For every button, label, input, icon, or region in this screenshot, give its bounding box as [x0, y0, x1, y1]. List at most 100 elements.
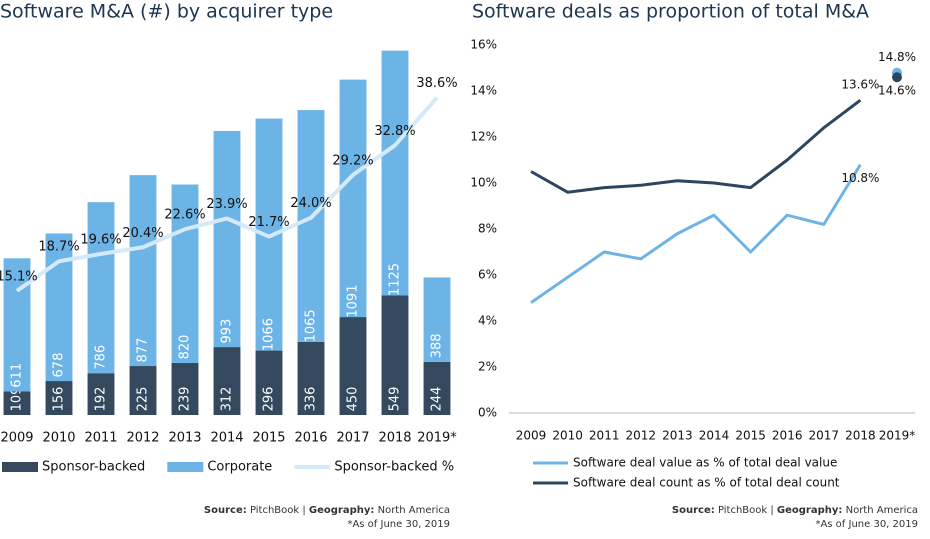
source: PitchBook |	[250, 505, 306, 516]
y-tick-label: 10%	[470, 176, 497, 190]
y-tick-label: 4%	[478, 314, 497, 328]
legend-label: Sponsor-backed %	[334, 460, 454, 475]
bar-segment	[213, 347, 241, 415]
line-value-label: 19.6%	[80, 232, 121, 247]
legend-swatch	[2, 462, 38, 472]
x-tick-label: 2009	[0, 431, 33, 446]
x-tick-label: 2014	[210, 431, 243, 446]
bar-value-label: 109	[10, 387, 25, 412]
x-tick-label: 2017	[809, 429, 840, 443]
bar-segment	[171, 362, 199, 415]
x-tick-label: 2013	[168, 431, 201, 446]
bar-segment	[381, 50, 409, 296]
bar-value-label: 1065	[304, 309, 319, 342]
bar-value-label: 1091	[346, 285, 361, 318]
line-value-label: 22.6%	[164, 208, 205, 223]
bar-value-label: 678	[52, 353, 67, 378]
x-tick-label: 2018	[845, 429, 876, 443]
x-tick-label: 2018	[378, 431, 411, 446]
source-label: Source:	[204, 505, 247, 516]
bar-segment	[129, 366, 157, 415]
chart-title: Software M&A (#) by acquirer type	[0, 1, 333, 23]
series-line	[530, 163, 862, 304]
data-label: 14.6%	[878, 84, 916, 98]
x-tick-label: 2012	[126, 431, 159, 446]
line-value-label: 32.8%	[374, 124, 415, 139]
data-label: 14.8%	[878, 50, 916, 64]
x-tick-label: 2015	[252, 431, 285, 446]
bar-value-label: 1066	[262, 318, 277, 351]
bar-segment	[45, 381, 73, 415]
x-tick-label: 2011	[589, 429, 620, 443]
y-tick-label: 2%	[478, 360, 497, 374]
y-tick-label: 8%	[478, 222, 497, 236]
bar-value-label: 1125	[388, 263, 403, 296]
bar-value-label: 225	[136, 387, 151, 412]
bar-segment	[213, 130, 241, 348]
bar-segment	[423, 361, 451, 415]
chart-title: Software deals as proportion of total M&…	[472, 1, 869, 23]
bar-segment	[297, 110, 325, 342]
x-tick-label: 2010	[42, 431, 75, 446]
data-label: 10.8%	[841, 171, 879, 185]
x-tick-label: 2012	[626, 429, 657, 443]
x-tick-label: 2013	[662, 429, 693, 443]
source-label: Source:	[672, 505, 715, 516]
x-tick-label: 2016	[772, 429, 803, 443]
y-tick-label: 6%	[478, 268, 497, 282]
bar-value-label: 336	[304, 387, 319, 412]
geography-label: Geography:	[309, 505, 375, 516]
trend-line	[15, 96, 439, 293]
y-tick-label: 12%	[470, 130, 497, 144]
bar-value-label: 993	[220, 319, 235, 344]
bar-value-label: 156	[52, 387, 67, 412]
source-line: Source: PitchBook | Geography: North Ame…	[672, 505, 918, 516]
bar-value-label: 192	[94, 387, 109, 412]
line-value-label: 23.9%	[206, 197, 247, 212]
y-tick-label: 16%	[470, 38, 497, 52]
bar-segment	[3, 391, 31, 415]
bar-value-label: 877	[136, 338, 151, 363]
x-tick-label: 2019*	[879, 429, 916, 443]
line-value-label: 15.1%	[0, 269, 38, 284]
geography-label: Geography:	[777, 505, 843, 516]
x-tick-label: 2017	[336, 431, 369, 446]
x-tick-label: 2015	[735, 429, 766, 443]
x-tick-label: 2009	[516, 429, 547, 443]
legend-swatch	[167, 462, 204, 472]
line-value-label: 20.4%	[122, 226, 163, 241]
bar-value-label: 549	[388, 387, 403, 412]
data-label: 13.6%	[841, 78, 879, 92]
bar-segment	[297, 341, 325, 415]
bar-value-label: 786	[94, 345, 109, 370]
bar-value-label: 312	[220, 387, 235, 412]
y-tick-label: 14%	[470, 84, 497, 98]
bar-segment	[339, 79, 367, 318]
series-line	[530, 99, 862, 194]
legend-label: Sponsor-backed	[42, 460, 145, 475]
bar-value-label: 450	[346, 387, 361, 412]
x-tick-label: 2016	[294, 431, 327, 446]
bar-segment	[87, 373, 115, 415]
line-value-label: 29.2%	[332, 153, 373, 168]
line-value-label: 38.6%	[416, 76, 457, 91]
line-value-label: 18.7%	[38, 240, 79, 255]
y-tick-label: 0%	[478, 406, 497, 420]
legend-label: Software deal value as % of total deal v…	[573, 456, 837, 470]
bar-segment	[255, 350, 283, 415]
bar-value-label: 820	[178, 335, 193, 360]
footnote: *As of June 30, 2019	[815, 519, 918, 530]
bar-segment	[171, 184, 199, 363]
source-line: Source: PitchBook | Geography: North Ame…	[204, 505, 450, 516]
series-point	[892, 72, 902, 83]
bar-value-label: 244	[430, 387, 445, 412]
x-tick-label: 2010	[552, 429, 583, 443]
legend-label: Corporate	[207, 460, 272, 475]
line-value-label: 21.7%	[248, 215, 289, 230]
geography: North America	[378, 505, 450, 516]
bar-value-label: 296	[262, 387, 277, 412]
bar-value-label: 388	[430, 333, 445, 358]
x-tick-label: 2014	[699, 429, 730, 443]
geography: North America	[846, 505, 918, 516]
